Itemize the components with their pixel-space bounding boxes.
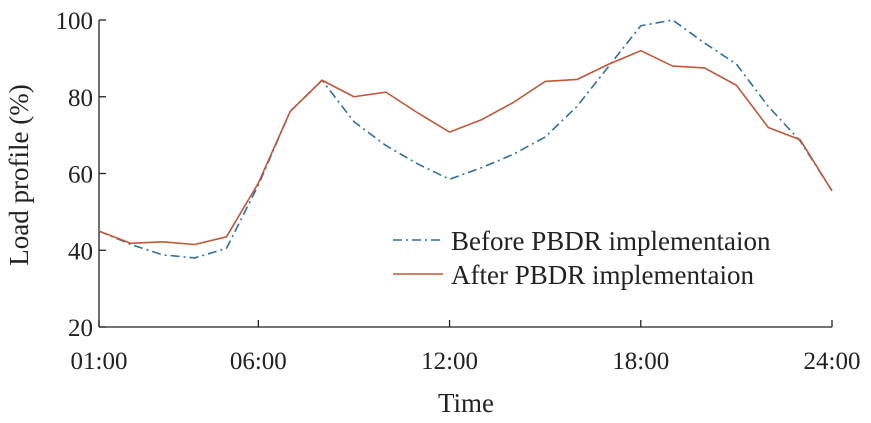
x-tick-label: 24:00 <box>804 348 861 375</box>
x-axis-title: Time <box>438 388 494 418</box>
legend-label: Before PBDR implementaion <box>451 226 771 256</box>
x-axis: 01:00 06:00 12:00 18:00 24:00 <box>71 320 861 375</box>
legend: Before PBDR implementaion After PBDR impl… <box>393 226 771 290</box>
series-line-before-pbdr <box>98 19 833 259</box>
y-axis-title: Load profile (%) <box>4 84 34 265</box>
legend-label: After PBDR implementaion <box>451 260 754 290</box>
x-tick-label: 18:00 <box>612 348 669 375</box>
y-axis: 20 40 60 80 100 <box>56 8 106 342</box>
x-tick-label: 12:00 <box>421 348 478 375</box>
y-ticks: 20 40 60 80 100 <box>56 8 106 342</box>
x-ticks: 01:00 06:00 12:00 18:00 24:00 <box>71 320 861 375</box>
y-tick-label: 60 <box>68 162 93 189</box>
y-tick-label: 100 <box>56 8 94 35</box>
x-tick-label: 06:00 <box>230 348 287 375</box>
series-line-after-pbdr <box>98 49 833 246</box>
y-tick-label: 40 <box>68 238 93 265</box>
y-tick-label: 20 <box>68 315 93 342</box>
series-layer <box>98 19 833 259</box>
y-tick-label: 80 <box>68 85 93 112</box>
x-tick-label: 01:00 <box>71 348 128 375</box>
